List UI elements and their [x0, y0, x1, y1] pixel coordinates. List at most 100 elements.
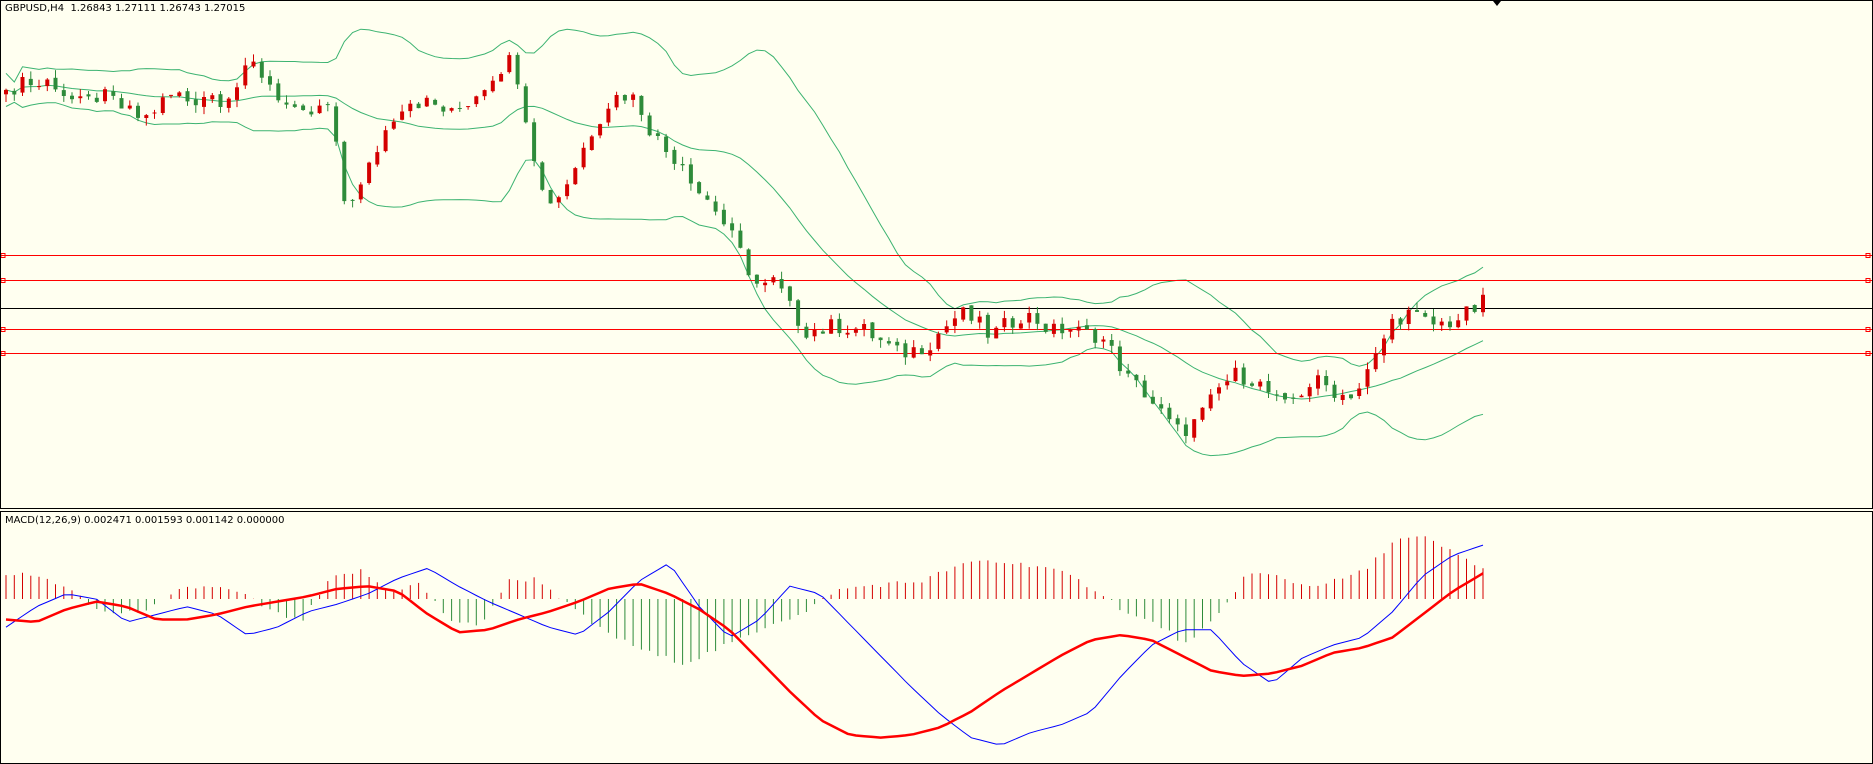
candle-body	[1241, 367, 1246, 385]
candle-body	[680, 164, 685, 166]
candle-body	[556, 197, 561, 203]
candle-body	[507, 55, 512, 73]
bollinger-upper-band	[5, 28, 1484, 367]
candle-body	[119, 98, 124, 109]
candle-body	[565, 184, 570, 197]
price-chart-plot	[1, 28, 1872, 457]
candle-body	[1051, 323, 1056, 334]
candle-body	[655, 133, 660, 136]
candle-body	[94, 97, 99, 102]
macd-pane[interactable]: MACD(12,26,9) 0.002471 0.001593 0.001142…	[0, 511, 1873, 764]
candle-body	[779, 279, 784, 289]
candle-body	[334, 106, 339, 142]
candle-body	[1109, 340, 1114, 346]
candle-body	[457, 108, 462, 109]
candle-body	[952, 318, 957, 326]
candle-body	[870, 322, 875, 339]
symbol-text: GBPUSD,H4	[5, 3, 65, 14]
candle-body	[37, 86, 41, 88]
candle-body	[1456, 320, 1461, 328]
candle-body	[1200, 407, 1205, 420]
chart-shift-marker-icon[interactable]	[1487, 1, 1507, 9]
candle-body	[1134, 374, 1139, 381]
candle-body	[474, 96, 479, 105]
candle-body	[4, 89, 8, 95]
candle-body	[391, 121, 396, 129]
candle-body	[1365, 369, 1370, 387]
candle-body	[994, 327, 999, 339]
candle-body	[1101, 339, 1106, 342]
candle-body	[268, 76, 272, 85]
candle-body	[928, 350, 933, 356]
candle-body	[1175, 418, 1180, 425]
candle-body	[1225, 381, 1230, 386]
candlesticks	[4, 52, 1485, 444]
level-right-handle	[1865, 351, 1871, 356]
candle-body	[1068, 330, 1073, 332]
candle-body	[1390, 318, 1395, 340]
candle-body	[688, 164, 693, 184]
candle-body	[1324, 376, 1329, 386]
candle-body	[169, 94, 173, 96]
candle-body	[342, 141, 347, 202]
candle-body	[1332, 384, 1337, 398]
ohlc-text: 1.26843 1.27111 1.26743 1.27015	[70, 3, 246, 14]
candle-body	[540, 162, 545, 190]
price-chart-pane[interactable]: GBPUSD,H4 1.26843 1.27111 1.26743 1.2701…	[0, 0, 1873, 509]
candle-body	[400, 111, 405, 120]
candle-body	[317, 105, 322, 114]
candle-body	[523, 86, 528, 123]
macd-label: MACD(12,26,9) 0.002471 0.001593 0.001142…	[5, 515, 285, 526]
bollinger-bands	[5, 28, 1484, 457]
candle-body	[1084, 325, 1089, 330]
candle-body	[1035, 313, 1040, 324]
candle-body	[408, 103, 413, 112]
candle-body	[730, 223, 735, 231]
candle-body	[944, 326, 949, 333]
horizontal-levels[interactable]	[1, 253, 1872, 356]
candle-body	[226, 98, 231, 108]
candle-body	[672, 149, 677, 164]
candle-body	[1316, 375, 1320, 389]
candle-body	[210, 95, 215, 100]
candle-body	[301, 105, 306, 110]
candle-body	[1373, 353, 1378, 370]
macd-line	[5, 544, 1484, 745]
candle-body	[177, 92, 182, 96]
candle-body	[1093, 329, 1098, 343]
level-right-handle	[1865, 327, 1871, 332]
candle-body	[127, 105, 132, 109]
candle-body	[1208, 394, 1213, 409]
candle-body	[598, 124, 603, 136]
macd-lines	[5, 544, 1484, 745]
candle-body	[28, 78, 33, 86]
candle-body	[20, 77, 25, 93]
candle-body	[350, 199, 355, 201]
candle-body	[589, 136, 594, 150]
candle-body	[86, 94, 91, 97]
candle-body	[1481, 294, 1485, 313]
candle-body	[111, 91, 116, 96]
candle-body	[1183, 424, 1188, 436]
level-right-handle	[1865, 253, 1871, 258]
candle-body	[144, 115, 149, 118]
candle-body	[1142, 380, 1147, 398]
candle-body	[243, 65, 248, 86]
candle-body	[1266, 381, 1271, 393]
candle-body	[292, 104, 297, 107]
candle-body	[136, 105, 140, 118]
candle-body	[1423, 313, 1428, 317]
candle-body	[977, 316, 982, 323]
candle-body	[1060, 323, 1065, 334]
candle-body	[639, 95, 644, 115]
candle-body	[1382, 338, 1386, 356]
candle-body	[837, 318, 842, 334]
candle-body	[358, 184, 363, 200]
candle-body	[1398, 318, 1403, 325]
candle-body	[499, 74, 504, 82]
candle-body	[70, 95, 74, 100]
candle-body	[606, 108, 611, 123]
candle-body	[1150, 396, 1155, 404]
candle-body	[325, 104, 330, 106]
candle-body	[771, 277, 776, 283]
